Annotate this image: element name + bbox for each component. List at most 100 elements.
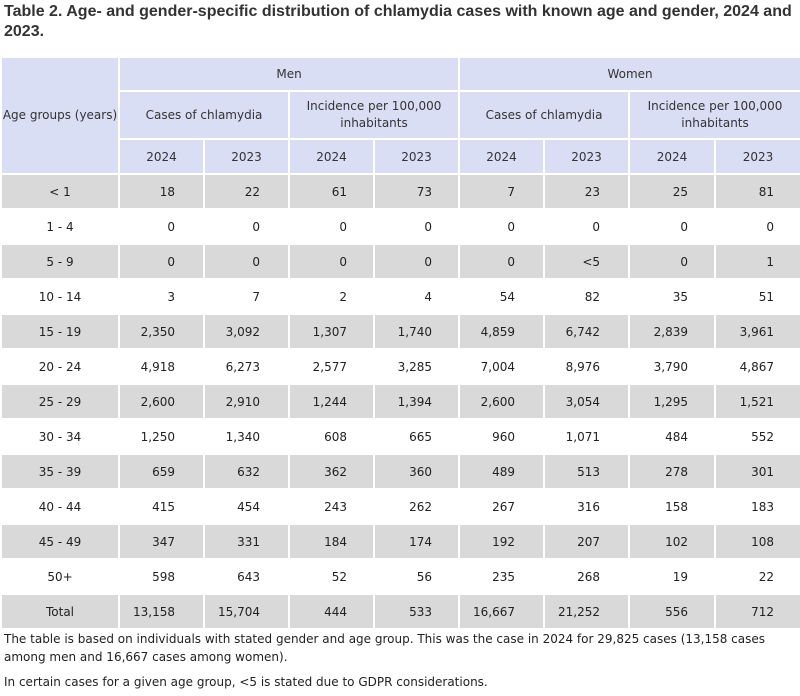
table-row: 5 - 9 0 0 0 0 0 <5 0 1 bbox=[0, 243, 800, 280]
cases-cell: 82 bbox=[543, 278, 631, 315]
cases-cell: 1,071 bbox=[543, 418, 631, 455]
incidence-cell: 3,790 bbox=[628, 348, 717, 385]
incidence-cell: 301 bbox=[714, 453, 800, 490]
cases-cell: 316 bbox=[543, 488, 631, 525]
cases-cell: 0 bbox=[543, 208, 631, 245]
cases-cell: 2,910 bbox=[203, 383, 290, 420]
incidence-cell: 35 bbox=[628, 278, 717, 315]
cases-cell: 4,859 bbox=[458, 313, 546, 350]
cases-cell: 7,004 bbox=[458, 348, 546, 385]
cases-cell: 6,742 bbox=[543, 313, 631, 350]
incidence-cell: 183 bbox=[714, 488, 800, 525]
incidence-cell: 108 bbox=[714, 523, 800, 560]
incidence-cell: 2 bbox=[288, 278, 375, 315]
age-group-cell: 40 - 44 bbox=[0, 488, 120, 525]
incidence-cell: 0 bbox=[628, 208, 717, 245]
cases-cell: 54 bbox=[458, 278, 546, 315]
incidence-cell: 73 bbox=[372, 173, 461, 210]
table-row: 45 - 49 347 331 184 174 192 207 102 108 bbox=[0, 523, 800, 560]
cases-cell: 2,600 bbox=[458, 383, 546, 420]
incidence-cell: 81 bbox=[714, 173, 800, 210]
incidence-cell: 1,394 bbox=[372, 383, 461, 420]
header-men-cases: Cases of chlamydia bbox=[118, 90, 290, 140]
chlamydia-table: Age groups (years) Men Women Cases of ch… bbox=[0, 56, 800, 630]
cases-cell: 192 bbox=[458, 523, 546, 560]
header-women-cases: Cases of chlamydia bbox=[458, 90, 631, 140]
incidence-cell: 56 bbox=[372, 558, 461, 595]
incidence-cell: 243 bbox=[288, 488, 375, 525]
incidence-cell: 25 bbox=[628, 173, 717, 210]
header-men: Men bbox=[117, 56, 461, 92]
header-men-incidence: Incidence per 100,000 inhabitants bbox=[287, 90, 461, 140]
cases-cell: 632 bbox=[203, 453, 290, 490]
cases-cell: 267 bbox=[458, 488, 546, 525]
cases-cell: 207 bbox=[543, 523, 631, 560]
cases-cell: 2,350 bbox=[118, 313, 205, 350]
table-title: Table 2. Age- and gender-specific distri… bbox=[4, 3, 792, 40]
table-row: 35 - 39 659 632 362 360 489 513 278 301 bbox=[0, 453, 800, 490]
header-age-groups: Age groups (years) bbox=[0, 56, 120, 175]
incidence-cell: 1 bbox=[714, 243, 800, 280]
age-group-cell: 5 - 9 bbox=[0, 243, 120, 280]
age-group-cell: 45 - 49 bbox=[0, 523, 120, 560]
incidence-cell: 52 bbox=[288, 558, 375, 595]
age-group-cell: < 1 bbox=[0, 173, 120, 210]
table-row: 40 - 44 415 454 243 262 267 316 158 183 bbox=[0, 488, 800, 525]
cases-cell: 235 bbox=[458, 558, 546, 595]
cases-cell: 13,158 bbox=[118, 593, 205, 630]
cases-cell: 268 bbox=[543, 558, 631, 595]
incidence-cell: 61 bbox=[288, 173, 375, 210]
incidence-cell: 19 bbox=[628, 558, 717, 595]
cases-cell: 0 bbox=[118, 243, 205, 280]
incidence-cell: 362 bbox=[288, 453, 375, 490]
incidence-cell: 712 bbox=[714, 593, 800, 630]
cases-cell: 513 bbox=[543, 453, 631, 490]
cases-cell: 21,252 bbox=[543, 593, 631, 630]
incidence-cell: 1,521 bbox=[714, 383, 800, 420]
incidence-cell: 444 bbox=[288, 593, 375, 630]
cases-cell: 415 bbox=[118, 488, 205, 525]
header-year: 2023 bbox=[372, 138, 461, 175]
cases-cell: 15,704 bbox=[203, 593, 290, 630]
age-group-cell: 30 - 34 bbox=[0, 418, 120, 455]
incidence-cell: 360 bbox=[372, 453, 461, 490]
incidence-cell: 0 bbox=[714, 208, 800, 245]
incidence-cell: 0 bbox=[288, 243, 375, 280]
cases-cell: 598 bbox=[118, 558, 205, 595]
cases-cell: 3,054 bbox=[543, 383, 631, 420]
cases-cell: 2,600 bbox=[118, 383, 205, 420]
cases-cell: 23 bbox=[543, 173, 631, 210]
incidence-cell: 22 bbox=[714, 558, 800, 595]
age-group-cell: 25 - 29 bbox=[0, 383, 120, 420]
table-row: 50+ 598 643 52 56 235 268 19 22 bbox=[0, 558, 800, 595]
incidence-cell: 1,295 bbox=[628, 383, 717, 420]
table-row: 20 - 24 4,918 6,273 2,577 3,285 7,004 8,976 3,7… bbox=[0, 348, 800, 385]
age-group-cell: 1 - 4 bbox=[0, 208, 120, 245]
cases-cell: 18 bbox=[118, 173, 205, 210]
header-year: 2023 bbox=[203, 138, 290, 175]
cases-cell: 3,092 bbox=[203, 313, 290, 350]
incidence-cell: 484 bbox=[628, 418, 717, 455]
incidence-cell: 4,867 bbox=[714, 348, 800, 385]
cases-cell: 643 bbox=[203, 558, 290, 595]
header-year: 2023 bbox=[543, 138, 631, 175]
table-row: 30 - 34 1,250 1,340 608 665 960 1,071 484 552 bbox=[0, 418, 800, 455]
incidence-cell: 262 bbox=[372, 488, 461, 525]
footnote-basis: The table is based on individuals with s… bbox=[4, 632, 766, 664]
incidence-cell: 3,961 bbox=[714, 313, 800, 350]
incidence-cell: 2,577 bbox=[288, 348, 375, 385]
incidence-cell: 184 bbox=[288, 523, 375, 560]
table-row: 15 - 19 2,350 3,092 1,307 1,740 4,859 6,742 2,8… bbox=[0, 313, 800, 350]
cases-cell: 6,273 bbox=[203, 348, 290, 385]
cases-cell: 4,918 bbox=[118, 348, 205, 385]
table-row: < 1 18 22 61 73 7 23 25 81 bbox=[0, 173, 800, 210]
cases-cell: 16,667 bbox=[458, 593, 546, 630]
cases-cell: 0 bbox=[203, 208, 290, 245]
cases-cell: 3 bbox=[118, 278, 205, 315]
incidence-cell: 174 bbox=[372, 523, 461, 560]
incidence-cell: 0 bbox=[372, 208, 461, 245]
incidence-cell: 102 bbox=[628, 523, 717, 560]
table-row: 10 - 14 3 7 2 4 54 82 35 51 bbox=[0, 278, 800, 315]
